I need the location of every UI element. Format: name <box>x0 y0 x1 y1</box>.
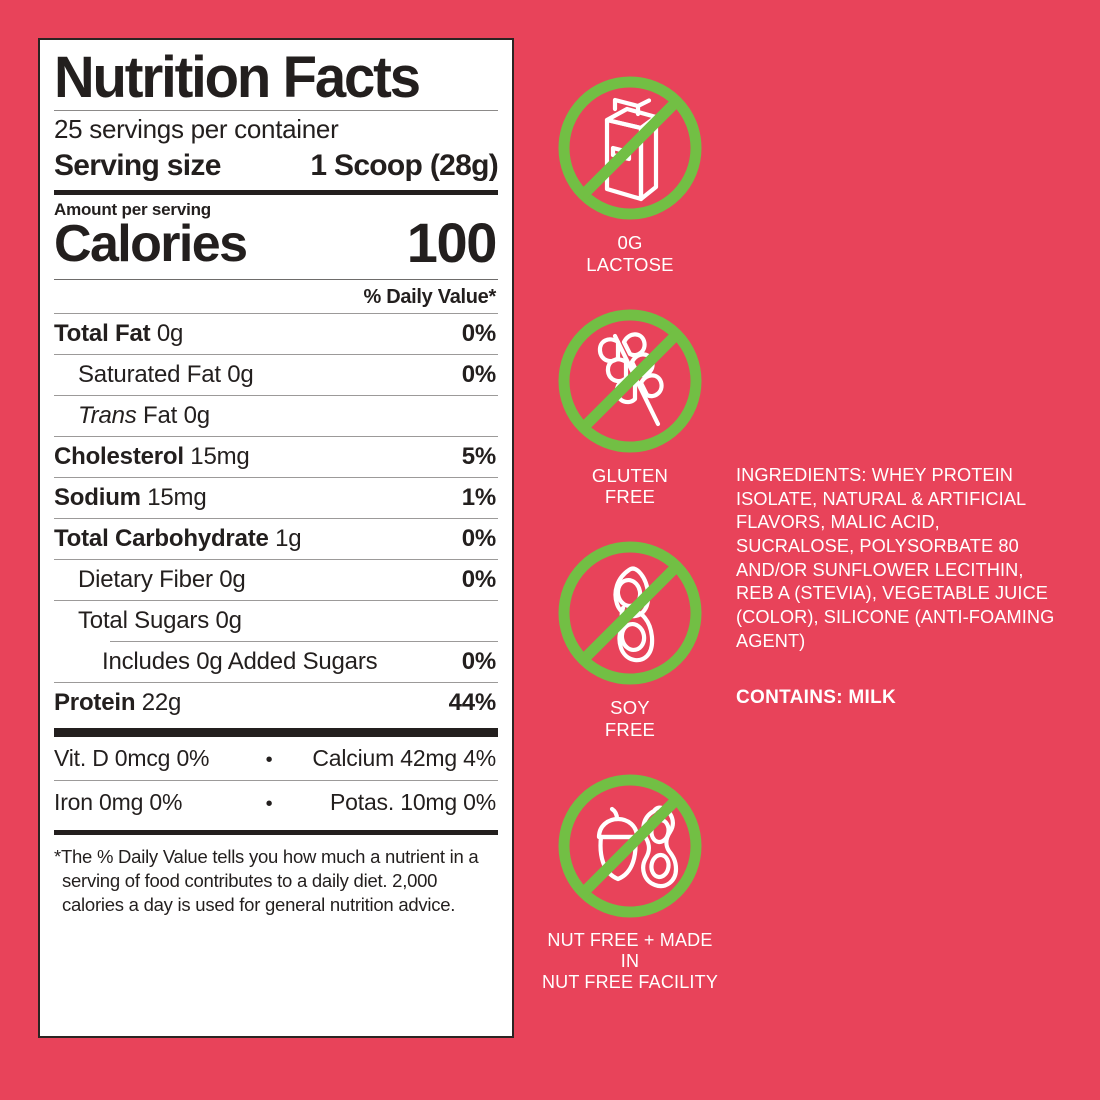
nutrient-row: Protein 22g 44% <box>54 683 498 723</box>
micronutrient-row-divider <box>54 779 498 781</box>
servings-per-container: 25 servings per container <box>54 113 339 144</box>
nutrient-row-divider <box>54 599 498 601</box>
acorn-peanut-icon <box>540 768 720 924</box>
lactose-free-badge: 0G LACTOSE <box>540 70 720 276</box>
nutrient-label: Total Sugars 0g <box>78 606 242 634</box>
daily-value-header: % Daily Value* <box>363 285 496 308</box>
prohibition-sign-icon <box>558 541 702 685</box>
nut-free-badge: NUT FREE + MADE IN NUT FREE FACILITY <box>540 768 720 994</box>
nutrient-row: Total Sugars 0g <box>54 601 498 641</box>
nutrient-row: Total Carbohydrate 1g 0% <box>54 519 498 559</box>
nutrient-row: Includes 0g Added Sugars 0% <box>54 642 498 682</box>
milk-carton-icon <box>540 70 720 226</box>
serving-size-label: Serving size <box>54 148 221 182</box>
daily-value-footnote: *The % Daily Value tells you how much a … <box>54 845 479 915</box>
badge-label: 0G LACTOSE <box>586 232 674 275</box>
micronutrient-row: Vit. D 0mcg 0% • Calcium 42mg 4% <box>54 737 498 780</box>
calories-label: Calories <box>54 214 248 273</box>
badge-label: GLUTEN FREE <box>591 464 669 508</box>
nutrient-rows-container: Total Fat 0g 0% Saturated Fat 0g 0% Trans Fa… <box>54 314 498 723</box>
prohibition-sign-icon <box>558 774 702 918</box>
nutrition-facts-panel: Nutrition Facts 25 servings per containe… <box>38 38 514 1038</box>
nutrient-label: Total Carbohydrate 1g <box>54 524 302 552</box>
micronutrient-rows-container: Vit. D 0mcg 0% • Calcium 42mg 4% Iron 0mg 0… <box>54 737 498 824</box>
soy-free-badge: SOY FREE <box>540 535 720 741</box>
micronutrient-right: Potas. 10mg 0% <box>330 788 496 815</box>
divider-under-title <box>54 109 498 111</box>
allergen-badges-column: 0G LACTOSE GLUTEN FREE SOY FREE NUT FREE + … <box>540 70 720 1021</box>
nutrient-row-divider <box>54 394 498 396</box>
nutrient-row: Cholesterol 15mg 5% <box>54 437 498 477</box>
calories-row: Calories 100 <box>54 214 498 271</box>
nutrient-row-divider <box>54 435 498 437</box>
wheat-stalk-icon <box>540 303 720 459</box>
nutrient-daily-value: 0% <box>461 565 496 593</box>
divider-under-dv <box>54 312 498 314</box>
amount-per-serving-label: Amount per serving <box>54 199 211 219</box>
divider-above-dv <box>54 278 498 280</box>
nutrient-daily-value: 1% <box>461 483 496 511</box>
bullet-separator-icon: • <box>265 792 273 815</box>
prohibition-sign-icon <box>558 76 702 220</box>
nutrient-row: Total Fat 0g 0% <box>54 314 498 354</box>
ingredients-text: INGREDIENTS: WHEY PROTEIN ISOLATE, NATUR… <box>736 465 1055 651</box>
nutrient-label: Cholesterol 15mg <box>54 442 250 470</box>
nutrient-label: Sodium 15mg <box>54 483 207 511</box>
badge-label: NUT FREE + MADE IN NUT FREE FACILITY <box>541 929 719 993</box>
prohibition-sign-icon <box>558 309 702 453</box>
nutrient-row: Dietary Fiber 0g 0% <box>54 560 498 600</box>
contains-allergens-text: CONTAINS: MILK <box>736 687 897 709</box>
serving-size-value: 1 Scoop (28g) <box>310 148 498 182</box>
micronutrient-left: Vit. D 0mcg 0% <box>54 744 210 771</box>
nutrient-row: Sodium 15mg 1% <box>54 478 498 518</box>
bullet-separator-icon: • <box>265 748 273 771</box>
nutrient-row-divider <box>54 681 498 683</box>
nutrient-row: Saturated Fat 0g 0% <box>54 355 498 395</box>
nutrient-daily-value: 0% <box>461 524 496 552</box>
nutrient-label: Dietary Fiber 0g <box>78 565 246 593</box>
gluten-free-badge: GLUTEN FREE <box>540 303 720 509</box>
nutrient-daily-value: 0% <box>461 647 496 675</box>
divider-thick-top <box>54 189 498 195</box>
calories-value: 100 <box>406 210 498 274</box>
nutrient-daily-value: 5% <box>461 442 496 470</box>
nutrient-daily-value: 0% <box>461 319 496 347</box>
nutrient-row-divider <box>54 517 498 519</box>
nutrient-daily-value: 44% <box>448 688 497 716</box>
ingredients-block: INGREDIENTS: WHEY PROTEIN ISOLATE, NATUR… <box>736 464 1058 709</box>
nutrient-row-divider <box>54 353 498 355</box>
nutrient-daily-value: 0% <box>461 360 496 388</box>
nutrient-label: Includes 0g Added Sugars <box>102 647 378 675</box>
nutrient-label: Total Fat 0g <box>54 319 184 347</box>
nutrient-row-divider <box>54 558 498 560</box>
nutrient-label: Saturated Fat 0g <box>78 360 254 388</box>
divider-thick-bottom <box>54 727 498 737</box>
page-title: Nutrition Facts <box>54 45 421 110</box>
serving-size-row: Serving size 1 Scoop (28g) <box>54 146 499 184</box>
nutrient-row-divider <box>54 476 498 478</box>
nutrient-row-divider <box>110 640 498 642</box>
micronutrient-row: Iron 0mg 0% • Potas. 10mg 0% <box>54 781 498 824</box>
soybean-pod-icon <box>540 535 720 691</box>
micronutrient-right: Calcium 42mg 4% <box>312 744 496 771</box>
micronutrient-left: Iron 0mg 0% <box>54 788 183 815</box>
nutrient-label: Trans Fat 0g <box>78 401 210 429</box>
divider-above-footnote <box>54 829 498 835</box>
nutrient-label: Protein 22g <box>54 688 182 716</box>
badge-label: SOY FREE <box>604 697 656 741</box>
nutrient-row: Trans Fat 0g <box>54 396 498 436</box>
